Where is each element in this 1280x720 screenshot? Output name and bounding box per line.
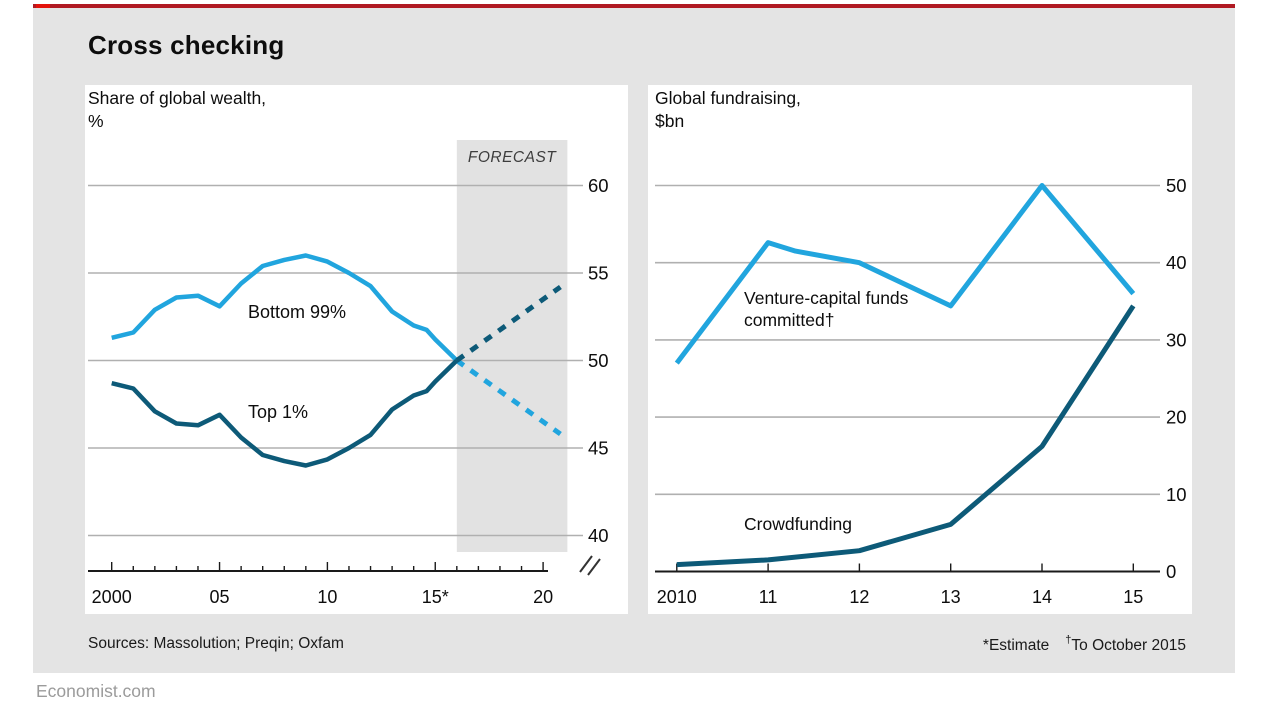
dagger-symbol: †	[1065, 634, 1072, 646]
sources-note: Sources: Massolution; Preqin; Oxfam	[88, 635, 344, 652]
right-chart-panel	[648, 85, 1192, 614]
red-top-rule	[33, 4, 1235, 8]
series-label-crowdfunding: Crowdfunding	[744, 514, 852, 534]
right-chart-unit: $bn	[655, 111, 685, 131]
economist-com-credit: Economist.com	[36, 681, 156, 701]
right-chart-subtitle: Global fundraising, $bn	[655, 87, 801, 133]
left-chart-panel	[85, 85, 628, 614]
left-chart-title-text: Share of global wealth,	[88, 88, 267, 108]
left-chart-unit: %	[88, 111, 104, 131]
estimate-footnote: *Estimate	[982, 637, 1050, 655]
page-title: Cross checking	[88, 30, 285, 60]
series-label-bottom-99: Bottom 99%	[248, 302, 347, 322]
right-chart-title-text: Global fundraising,	[655, 88, 801, 108]
left-chart-subtitle: Share of global wealth, %	[88, 87, 266, 133]
series-label-top-1: Top 1%	[248, 402, 309, 422]
series-label-venture-capital: Venture-capital funds committed†	[744, 288, 909, 330]
dagger-footnote: To October 2015	[1071, 637, 1186, 655]
footnotes: *Estimate †To October 2015	[982, 634, 1186, 655]
